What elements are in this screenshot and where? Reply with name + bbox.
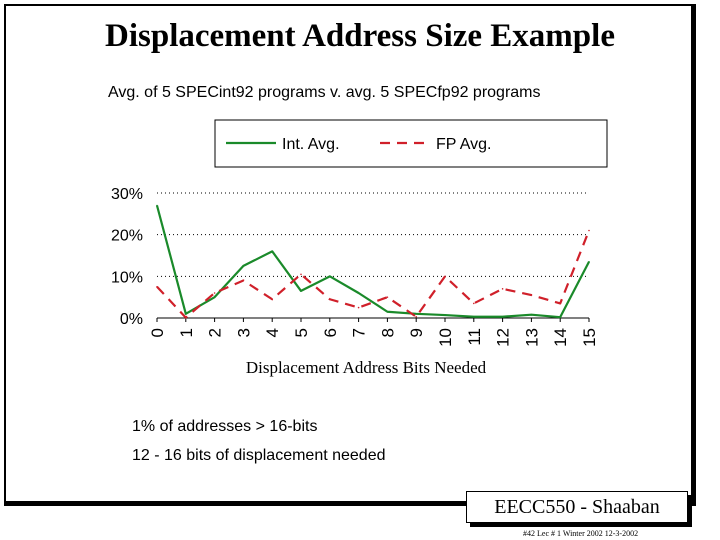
data-point xyxy=(271,298,274,301)
y-tick-label: 0% xyxy=(120,311,143,328)
x-axis-label: Displacement Address Bits Needed xyxy=(245,358,487,377)
x-tick-label: 8 xyxy=(378,328,397,337)
legend-label-fp: FP Avg. xyxy=(436,136,491,153)
data-point xyxy=(185,316,187,319)
chart-legend: Int. Avg. FP Avg. xyxy=(214,119,608,168)
data-point xyxy=(271,250,274,253)
data-point xyxy=(300,273,302,276)
slide-title: Displacement Address Size Example xyxy=(105,18,615,54)
data-point xyxy=(444,275,446,278)
legend-label-int: Int. Avg. xyxy=(282,136,340,153)
data-point xyxy=(444,314,446,316)
x-tick-label: 0 xyxy=(148,328,167,337)
y-tick-label: 10% xyxy=(111,269,143,286)
data-point xyxy=(156,204,158,207)
x-axis-ticks: 0 1 2 3 4 5 6 7 8 9 10 11 12 13 14 15 xyxy=(148,318,599,347)
x-tick-label: 7 xyxy=(350,328,369,337)
data-point xyxy=(588,260,590,263)
x-tick-label: 9 xyxy=(407,328,426,337)
data-point xyxy=(300,290,302,292)
x-tick-label: 6 xyxy=(321,328,340,337)
data-point xyxy=(501,315,504,318)
x-tick-label: 4 xyxy=(263,328,282,337)
data-point xyxy=(386,310,389,313)
data-point xyxy=(242,265,245,267)
data-point xyxy=(357,292,360,294)
x-tick-label: 3 xyxy=(234,328,253,337)
data-point xyxy=(473,302,475,305)
data-point xyxy=(213,296,216,298)
data-point xyxy=(156,285,158,288)
legend-box xyxy=(214,119,608,168)
x-tick-label: 14 xyxy=(551,328,570,347)
data-point xyxy=(530,294,533,296)
series-line-fp xyxy=(156,230,591,319)
x-tick-label: 15 xyxy=(580,328,599,347)
data-point xyxy=(473,315,475,318)
data-point xyxy=(559,316,561,318)
y-axis-ticks: 0% 10% 20% 30% xyxy=(111,186,143,328)
note-displacement: 12 - 16 bits of displacement needed xyxy=(132,447,386,464)
chart-gridlines xyxy=(157,192,589,319)
y-tick-label: 30% xyxy=(111,186,143,203)
data-point xyxy=(530,313,533,316)
data-point xyxy=(242,279,245,282)
x-tick-label: 11 xyxy=(465,328,484,346)
chart-series xyxy=(155,204,591,319)
data-point xyxy=(329,275,331,278)
x-tick-label: 5 xyxy=(292,328,311,337)
series-line-int xyxy=(155,205,590,319)
slide-footer: #42 Lec # 1 Winter 2002 12-3-2002 xyxy=(523,529,639,538)
x-tick-label: 13 xyxy=(522,328,541,347)
x-tick-label: 1 xyxy=(177,328,196,337)
x-tick-label: 12 xyxy=(494,328,513,347)
y-tick-label: 20% xyxy=(111,228,143,245)
data-point xyxy=(415,315,418,318)
chart-subtitle: Avg. of 5 SPECint92 programs v. avg. 5 S… xyxy=(108,84,541,101)
data-point xyxy=(329,298,331,301)
data-point xyxy=(213,292,216,294)
x-tick-label: 2 xyxy=(206,328,225,337)
x-tick-label: 10 xyxy=(436,328,455,347)
data-point xyxy=(185,313,187,315)
data-point xyxy=(501,288,504,290)
data-point xyxy=(588,229,590,232)
note-addresses: 1% of addresses > 16-bits xyxy=(132,418,318,435)
data-point xyxy=(357,306,360,309)
course-badge: EECC550 - Shaaban xyxy=(466,491,688,523)
data-point xyxy=(559,302,561,305)
slide-frame xyxy=(4,4,696,506)
data-point xyxy=(415,313,418,315)
data-point xyxy=(386,296,389,298)
